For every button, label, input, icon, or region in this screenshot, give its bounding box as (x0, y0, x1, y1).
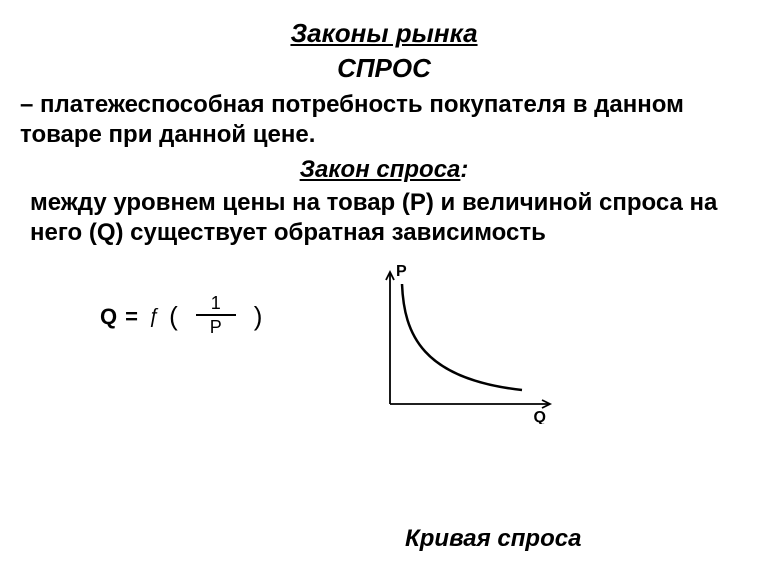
demand-definition: – платежеспособная потребность покупател… (20, 90, 748, 150)
demand-subtitle: СПРОС (20, 53, 748, 84)
paren-left: ( (169, 301, 178, 332)
bottom-area: Q = ƒ ( 1 P ) PQ (20, 264, 748, 429)
formula-fraction: 1 P (196, 294, 236, 339)
formula: Q = ƒ ( 1 P ) (100, 294, 262, 339)
law-title: Закон спроса (300, 156, 461, 183)
page-title: Законы рынка (20, 18, 748, 49)
frac-numerator: 1 (199, 294, 233, 314)
chart-svg: PQ (362, 264, 562, 424)
formula-eq: = (125, 304, 138, 330)
frac-denominator: P (198, 316, 234, 339)
law-text: между уровнем цены на товар (P) и величи… (30, 188, 748, 248)
svg-text:P: P (396, 264, 407, 280)
formula-func: ƒ (148, 305, 159, 328)
paren-right: ) (254, 301, 263, 332)
law-colon: : (460, 156, 468, 183)
formula-lhs: Q (100, 304, 117, 330)
law-title-row: Закон спроса: (20, 156, 748, 184)
svg-text:Q: Q (534, 409, 546, 424)
demand-curve-chart: PQ (362, 264, 562, 429)
chart-caption: Кривая спроса (405, 525, 581, 553)
